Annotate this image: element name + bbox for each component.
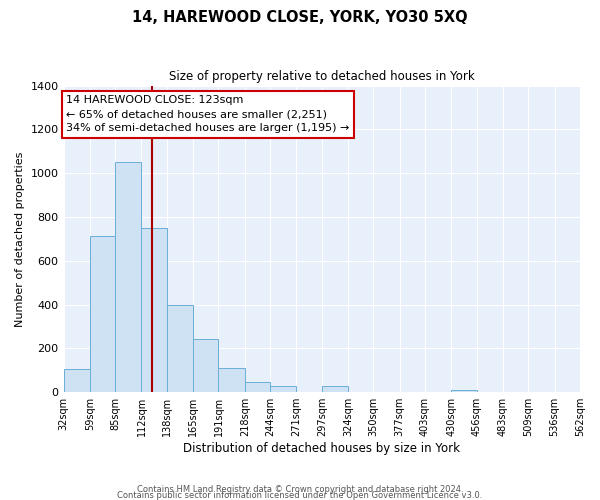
Text: 14, HAREWOOD CLOSE, YORK, YO30 5XQ: 14, HAREWOOD CLOSE, YORK, YO30 5XQ: [132, 10, 468, 25]
Bar: [115, 162, 142, 392]
Bar: [451, 390, 477, 392]
Bar: [245, 382, 270, 392]
Bar: [142, 228, 167, 392]
Bar: [322, 386, 348, 392]
Bar: [64, 369, 90, 392]
Bar: [193, 338, 218, 392]
Y-axis label: Number of detached properties: Number of detached properties: [15, 151, 25, 326]
Text: Contains HM Land Registry data © Crown copyright and database right 2024.: Contains HM Land Registry data © Crown c…: [137, 484, 463, 494]
Bar: [270, 386, 296, 392]
Text: Contains public sector information licensed under the Open Government Licence v3: Contains public sector information licen…: [118, 490, 482, 500]
Bar: [218, 368, 245, 392]
Title: Size of property relative to detached houses in York: Size of property relative to detached ho…: [169, 70, 475, 83]
Bar: [167, 304, 193, 392]
Bar: [90, 236, 115, 392]
X-axis label: Distribution of detached houses by size in York: Distribution of detached houses by size …: [183, 442, 460, 455]
Text: 14 HAREWOOD CLOSE: 123sqm
← 65% of detached houses are smaller (2,251)
34% of se: 14 HAREWOOD CLOSE: 123sqm ← 65% of detac…: [67, 96, 350, 134]
